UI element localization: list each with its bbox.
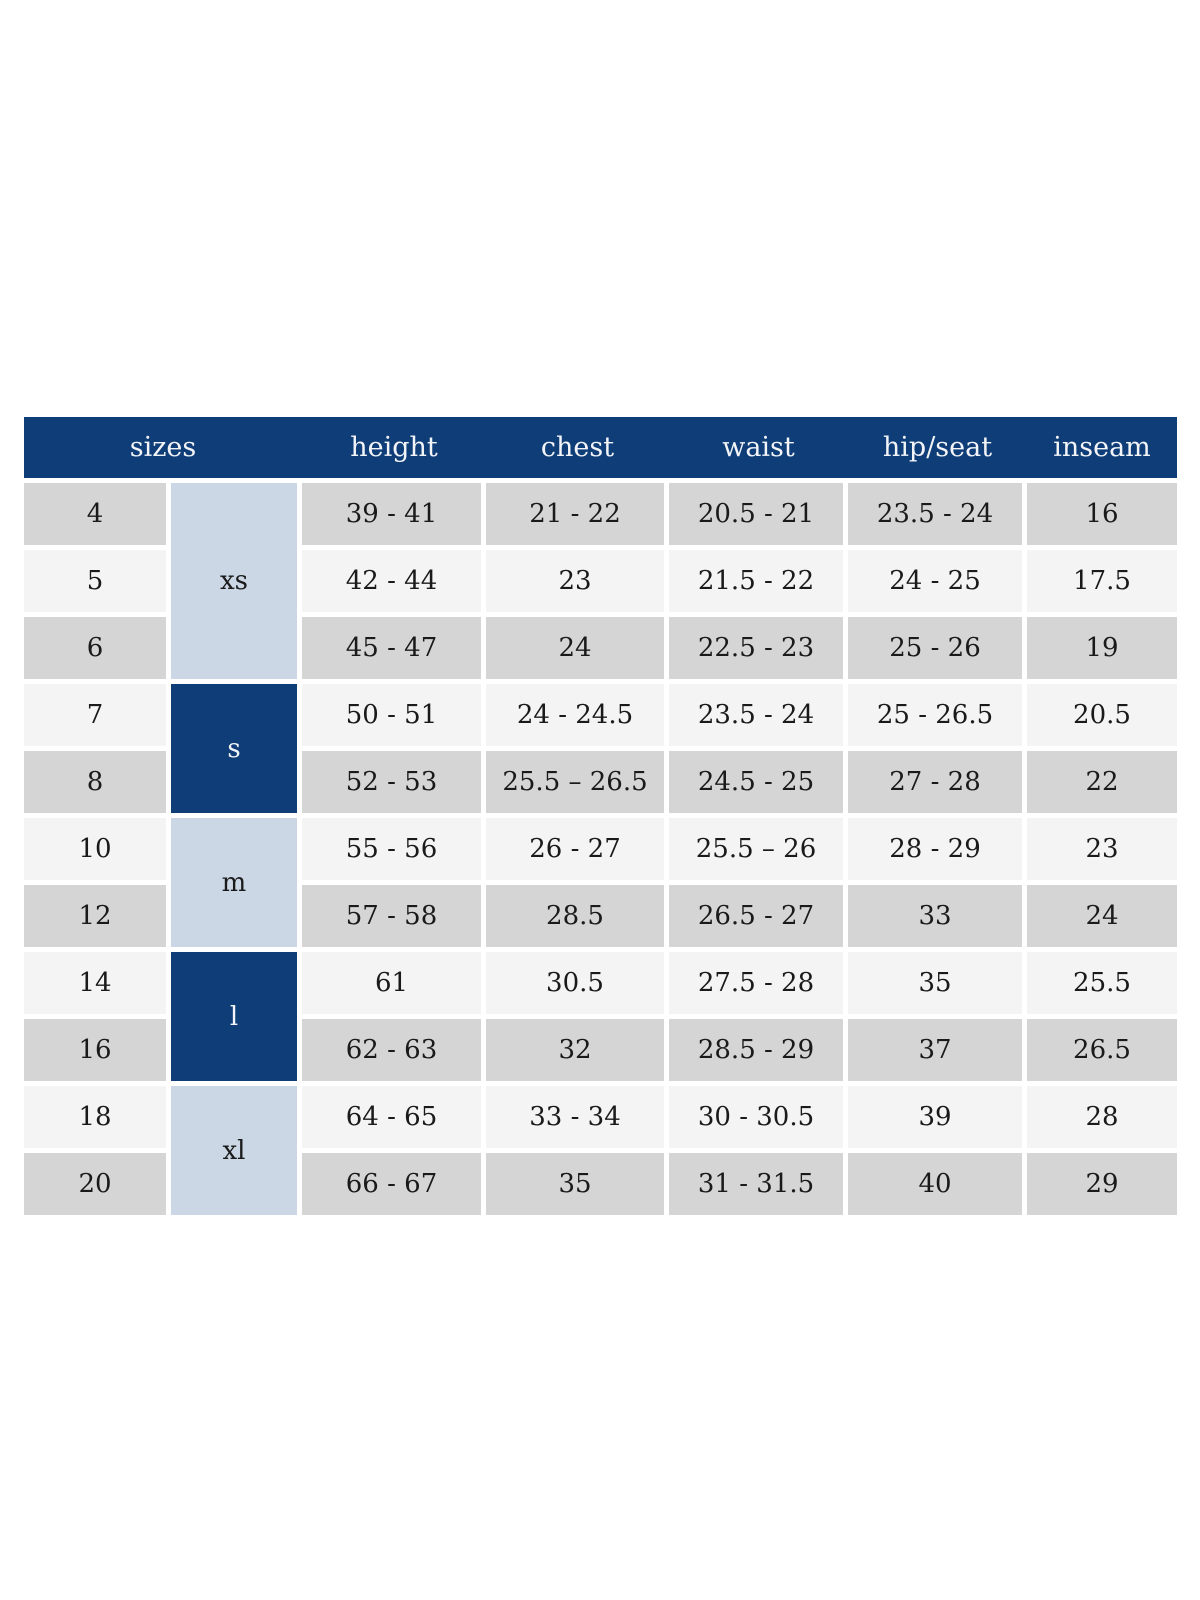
size-group-cell-l: l <box>171 952 302 1086</box>
size-group-cell-xs: xs <box>171 483 302 684</box>
size-number-cell: 6 <box>24 617 171 684</box>
size-row-16: 16 62 - 63 32 28.5 - 29 37 26.5 <box>24 1019 1177 1086</box>
hip-seat-cell: 25 - 26.5 <box>848 684 1027 751</box>
column-header-inseam: inseam <box>1027 417 1177 483</box>
size-chart-table: sizes height chest waist hip/seat inseam… <box>24 417 1177 1220</box>
column-header-sizes: sizes <box>24 417 302 483</box>
chest-cell: 33 - 34 <box>486 1086 669 1153</box>
waist-cell: 30 - 30.5 <box>669 1086 848 1153</box>
header-row: sizes height chest waist hip/seat inseam <box>24 417 1177 483</box>
inseam-cell: 22 <box>1027 751 1177 818</box>
size-row-7: 7 s 50 - 51 24 - 24.5 23.5 - 24 25 - 26.… <box>24 684 1177 818</box>
inseam-cell: 16 <box>1027 483 1177 550</box>
inseam-cell: 19 <box>1027 617 1177 684</box>
chest-cell: 25.5 – 26.5 <box>486 751 669 818</box>
waist-cell: 21.5 - 22 <box>669 550 848 617</box>
size-number-cell: 18 <box>24 1086 171 1153</box>
size-row-4: 4 xs 39 - 41 21 - 22 20.5 - 21 23.5 - 24… <box>24 483 1177 684</box>
waist-cell: 27.5 - 28 <box>669 952 848 1019</box>
size-row-5: 5 42 - 44 23 21.5 - 22 24 - 25 17.5 <box>24 550 1177 617</box>
waist-cell: 23.5 - 24 <box>669 684 848 751</box>
size-number-cell: 4 <box>24 483 171 550</box>
size-row-10: 10 m 55 - 56 26 - 27 25.5 – 26 28 - 29 2… <box>24 818 1177 952</box>
chest-cell: 28.5 <box>486 885 669 952</box>
size-row-12: 12 57 - 58 28.5 26.5 - 27 33 24 <box>24 885 1177 952</box>
hip-seat-cell: 33 <box>848 885 1027 952</box>
height-cell: 45 - 47 <box>302 617 486 684</box>
size-row-18: 18 xl 64 - 65 33 - 34 30 - 30.5 39 28 <box>24 1086 1177 1220</box>
height-cell: 61 <box>302 952 486 1019</box>
inseam-cell: 29 <box>1027 1153 1177 1220</box>
hip-seat-cell: 39 <box>848 1086 1027 1153</box>
column-header-height: height <box>302 417 486 483</box>
waist-cell: 24.5 - 25 <box>669 751 848 818</box>
chest-cell: 23 <box>486 550 669 617</box>
height-cell: 55 - 56 <box>302 818 486 885</box>
height-cell: 42 - 44 <box>302 550 486 617</box>
chest-cell: 21 - 22 <box>486 483 669 550</box>
height-cell: 39 - 41 <box>302 483 486 550</box>
inseam-cell: 17.5 <box>1027 550 1177 617</box>
height-cell: 57 - 58 <box>302 885 486 952</box>
height-cell: 62 - 63 <box>302 1019 486 1086</box>
inseam-cell: 24 <box>1027 885 1177 952</box>
chest-cell: 30.5 <box>486 952 669 1019</box>
size-row-20: 20 66 - 67 35 31 - 31.5 40 29 <box>24 1153 1177 1220</box>
chest-cell: 35 <box>486 1153 669 1220</box>
hip-seat-cell: 35 <box>848 952 1027 1019</box>
size-number-cell: 5 <box>24 550 171 617</box>
size-number-cell: 20 <box>24 1153 171 1220</box>
height-cell: 52 - 53 <box>302 751 486 818</box>
waist-cell: 20.5 - 21 <box>669 483 848 550</box>
size-row-8: 8 52 - 53 25.5 – 26.5 24.5 - 25 27 - 28 … <box>24 751 1177 818</box>
column-header-chest: chest <box>486 417 669 483</box>
inseam-cell: 20.5 <box>1027 684 1177 751</box>
size-number-cell: 7 <box>24 684 171 751</box>
size-number-cell: 12 <box>24 885 171 952</box>
waist-cell: 28.5 - 29 <box>669 1019 848 1086</box>
inseam-cell: 28 <box>1027 1086 1177 1153</box>
size-row-6: 6 45 - 47 24 22.5 - 23 25 - 26 19 <box>24 617 1177 684</box>
height-cell: 64 - 65 <box>302 1086 486 1153</box>
hip-seat-cell: 24 - 25 <box>848 550 1027 617</box>
hip-seat-cell: 40 <box>848 1153 1027 1220</box>
inseam-cell: 25.5 <box>1027 952 1177 1019</box>
column-header-waist: waist <box>669 417 848 483</box>
hip-seat-cell: 23.5 - 24 <box>848 483 1027 550</box>
hip-seat-cell: 27 - 28 <box>848 751 1027 818</box>
size-group-cell-s: s <box>171 684 302 818</box>
chest-cell: 24 <box>486 617 669 684</box>
size-number-cell: 8 <box>24 751 171 818</box>
waist-cell: 31 - 31.5 <box>669 1153 848 1220</box>
column-header-hip-seat: hip/seat <box>848 417 1027 483</box>
hip-seat-cell: 25 - 26 <box>848 617 1027 684</box>
size-number-cell: 16 <box>24 1019 171 1086</box>
inseam-cell: 26.5 <box>1027 1019 1177 1086</box>
size-row-14: 14 l 61 30.5 27.5 - 28 35 25.5 <box>24 952 1177 1086</box>
size-chart: sizes height chest waist hip/seat inseam… <box>24 417 1177 1220</box>
hip-seat-cell: 37 <box>848 1019 1027 1086</box>
size-number-cell: 10 <box>24 818 171 885</box>
waist-cell: 26.5 - 27 <box>669 885 848 952</box>
chest-cell: 24 - 24.5 <box>486 684 669 751</box>
hip-seat-cell: 28 - 29 <box>848 818 1027 885</box>
height-cell: 50 - 51 <box>302 684 486 751</box>
size-number-cell: 14 <box>24 952 171 1019</box>
size-group-cell-xl: xl <box>171 1086 302 1220</box>
waist-cell: 22.5 - 23 <box>669 617 848 684</box>
chest-cell: 32 <box>486 1019 669 1086</box>
inseam-cell: 23 <box>1027 818 1177 885</box>
waist-cell: 25.5 – 26 <box>669 818 848 885</box>
size-group-cell-m: m <box>171 818 302 952</box>
chest-cell: 26 - 27 <box>486 818 669 885</box>
height-cell: 66 - 67 <box>302 1153 486 1220</box>
